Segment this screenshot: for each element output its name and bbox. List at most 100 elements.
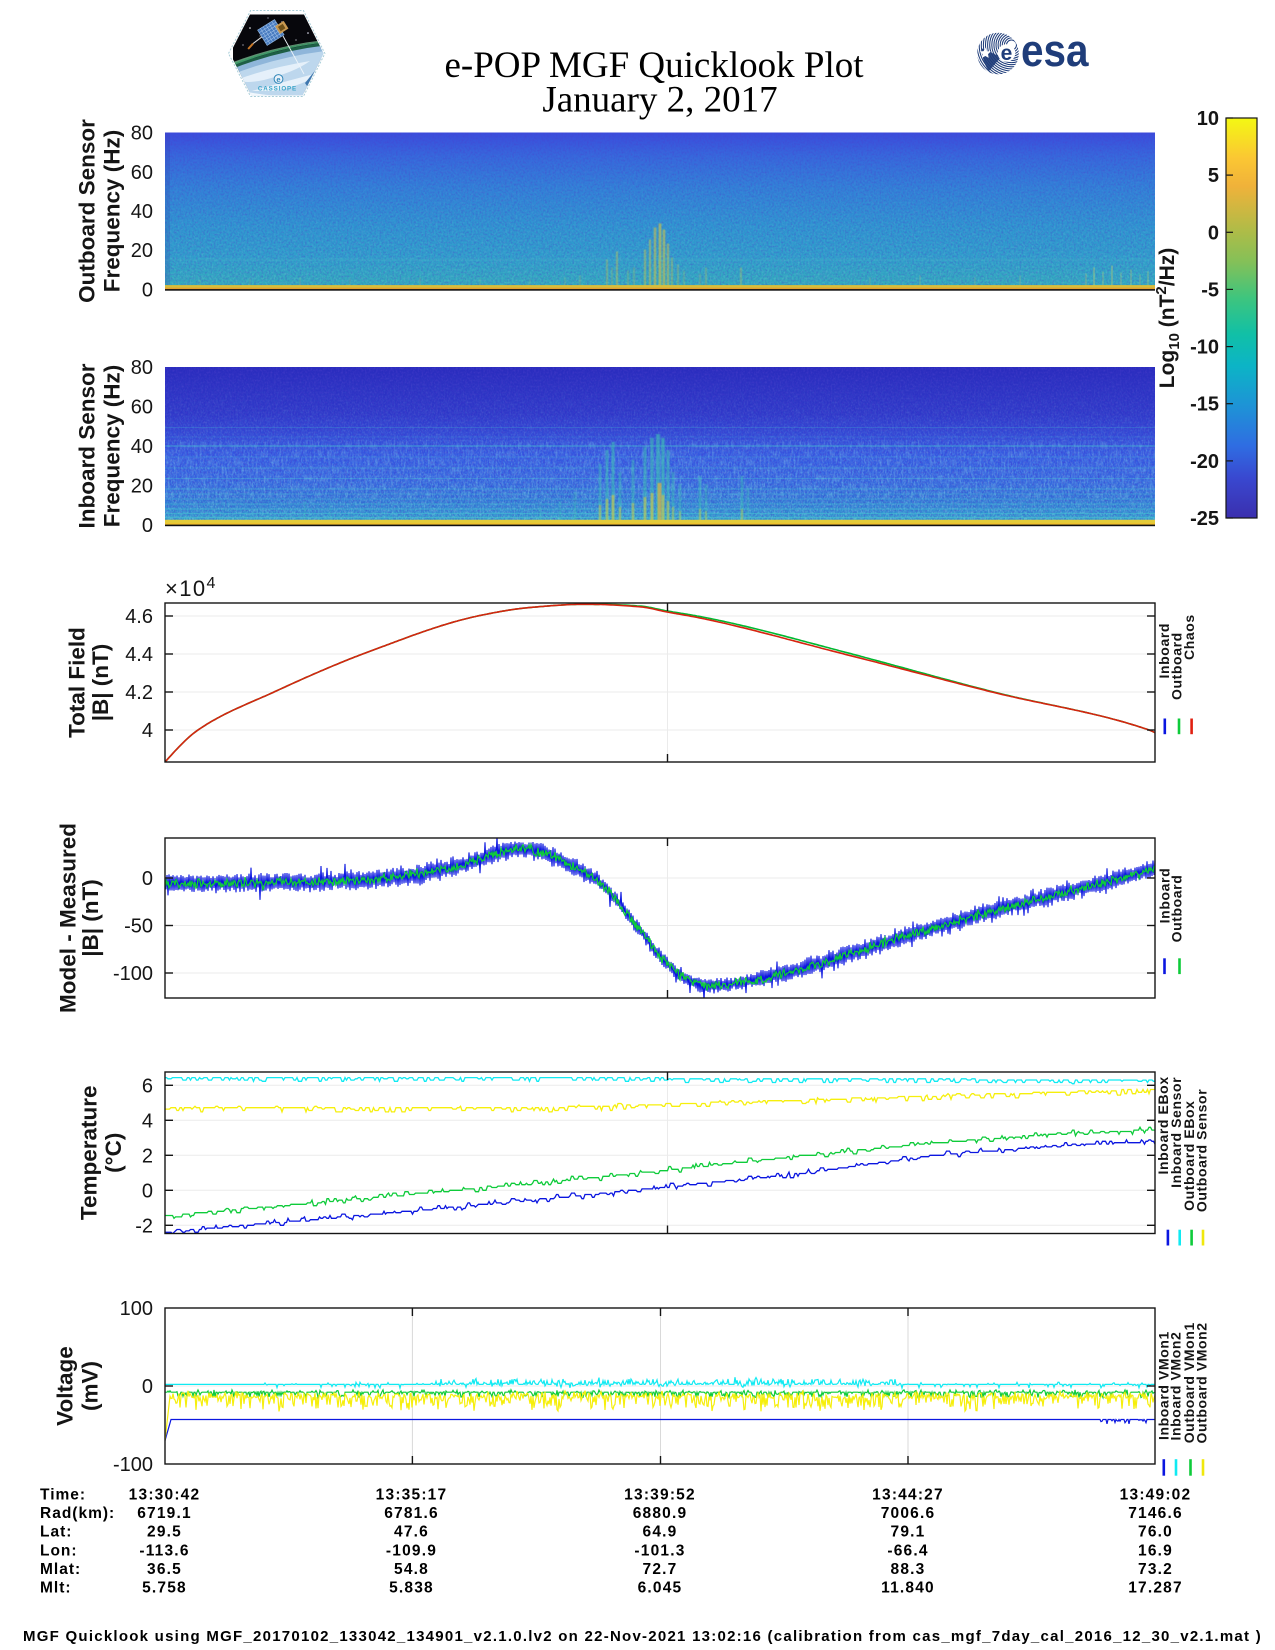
svg-text:Outboard VMon2: Outboard VMon2 <box>1194 1322 1210 1443</box>
svg-text:Inboard: Inboard <box>1156 623 1172 679</box>
svg-text:80: 80 <box>131 357 153 379</box>
svg-text:6781.6: 6781.6 <box>384 1505 439 1522</box>
svg-text:Temperature: Temperature <box>76 1085 101 1220</box>
svg-text:CASSIOPE: CASSIOPE <box>258 86 297 93</box>
svg-text:Lon:: Lon: <box>40 1542 78 1559</box>
svg-text:-25: -25 <box>1190 508 1219 530</box>
svg-text:Outboard EBox: Outboard EBox <box>1181 1100 1197 1210</box>
svg-text:Inboard Sensor: Inboard Sensor <box>1168 1077 1184 1188</box>
svg-text:6.045: 6.045 <box>638 1580 683 1597</box>
svg-text:Total Field: Total Field <box>64 627 89 738</box>
svg-text:5.758: 5.758 <box>142 1580 187 1597</box>
svg-text:76.0: 76.0 <box>1138 1524 1173 1541</box>
svg-text:16.9: 16.9 <box>1138 1542 1173 1559</box>
svg-text:7146.6: 7146.6 <box>1128 1505 1183 1522</box>
svg-text:-100: -100 <box>113 1454 153 1476</box>
svg-text:Model - Measured: Model - Measured <box>55 823 80 1013</box>
svg-text:-5: -5 <box>1201 279 1219 301</box>
svg-text:0: 0 <box>1208 222 1219 244</box>
svg-text:88.3: 88.3 <box>891 1561 926 1578</box>
svg-text:0: 0 <box>142 868 153 890</box>
svg-text:10: 10 <box>1197 108 1219 130</box>
svg-text:January 2, 2017: January 2, 2017 <box>542 80 777 121</box>
svg-text:0: 0 <box>142 1180 153 1202</box>
svg-text:|B| (nT): |B| (nT) <box>88 644 113 722</box>
svg-text:20: 20 <box>131 240 153 262</box>
svg-text:e: e <box>1001 42 1013 65</box>
svg-text:4.2: 4.2 <box>125 682 153 704</box>
svg-text:Inboard VMon1: Inboard VMon1 <box>1155 1331 1171 1440</box>
svg-text:47.6: 47.6 <box>394 1524 429 1541</box>
svg-text:(°C): (°C) <box>101 1133 126 1173</box>
svg-text:-113.6: -113.6 <box>139 1542 189 1559</box>
svg-text:Lat:: Lat: <box>40 1524 72 1541</box>
svg-text:Inboard: Inboard <box>1156 868 1172 924</box>
svg-text:-10: -10 <box>1190 337 1219 359</box>
svg-text:e: e <box>276 75 280 84</box>
svg-text:Outboard Sensor: Outboard Sensor <box>74 119 99 303</box>
svg-text:0: 0 <box>142 515 153 537</box>
svg-text:Outboard VMon1: Outboard VMon1 <box>1181 1322 1197 1443</box>
svg-text:Mlt:: Mlt: <box>40 1580 72 1597</box>
svg-text:73.2: 73.2 <box>1138 1561 1173 1578</box>
svg-text:40: 40 <box>131 436 153 458</box>
svg-text:Chaos: Chaos <box>1181 614 1197 660</box>
svg-text:4: 4 <box>142 1110 153 1132</box>
svg-text:54.8: 54.8 <box>394 1561 429 1578</box>
svg-text:-109.9: -109.9 <box>386 1542 437 1559</box>
svg-text:Outboard: Outboard <box>1169 632 1185 700</box>
svg-text:100: 100 <box>120 1298 153 1320</box>
svg-text:-2: -2 <box>135 1215 153 1237</box>
svg-text:60: 60 <box>131 162 153 184</box>
svg-text:-50: -50 <box>124 916 153 938</box>
svg-text:40: 40 <box>131 201 153 223</box>
svg-text:13:35:17: 13:35:17 <box>376 1487 448 1504</box>
svg-text:-100: -100 <box>113 963 153 985</box>
svg-text:Frequency (Hz): Frequency (Hz) <box>99 365 124 528</box>
svg-text:5: 5 <box>1208 165 1219 187</box>
svg-text:0: 0 <box>142 279 153 301</box>
svg-text:79.1: 79.1 <box>891 1524 926 1541</box>
svg-text:72.7: 72.7 <box>643 1561 678 1578</box>
svg-text:Time:: Time: <box>40 1487 86 1504</box>
svg-text:5.838: 5.838 <box>389 1580 434 1597</box>
svg-text:60: 60 <box>131 397 153 419</box>
svg-text:-15: -15 <box>1190 394 1219 416</box>
svg-text:13:30:42: 13:30:42 <box>129 1487 201 1504</box>
svg-text:esa: esa <box>1021 25 1089 76</box>
svg-text:6880.9: 6880.9 <box>633 1505 688 1522</box>
svg-text:Mlat:: Mlat: <box>40 1561 81 1578</box>
svg-text:4.6: 4.6 <box>125 606 153 628</box>
svg-text:Frequency (Hz): Frequency (Hz) <box>99 130 124 293</box>
svg-text:7006.6: 7006.6 <box>881 1505 936 1522</box>
svg-text:Inboard EBox: Inboard EBox <box>1155 1076 1171 1174</box>
svg-text:2: 2 <box>142 1145 153 1167</box>
svg-text:-20: -20 <box>1190 451 1219 473</box>
svg-text:80: 80 <box>131 123 153 145</box>
svg-text:4: 4 <box>142 720 153 742</box>
svg-text:Rad(km):: Rad(km): <box>40 1505 115 1522</box>
svg-text:MGF Quicklook using MGF_201701: MGF Quicklook using MGF_20170102_133042_… <box>23 1628 1262 1645</box>
svg-text:6: 6 <box>142 1075 153 1097</box>
svg-text:13:49:02: 13:49:02 <box>1120 1487 1192 1504</box>
svg-text:Outboard Sensor: Outboard Sensor <box>1193 1089 1209 1212</box>
svg-text:36.5: 36.5 <box>147 1561 182 1578</box>
svg-text:|B| (nT): |B| (nT) <box>78 879 103 957</box>
svg-text:11.840: 11.840 <box>881 1580 935 1597</box>
svg-text:20: 20 <box>131 476 153 498</box>
svg-text:13:44:27: 13:44:27 <box>872 1487 944 1504</box>
svg-text:Inboard Sensor: Inboard Sensor <box>74 363 99 528</box>
svg-text:Outboard: Outboard <box>1168 875 1184 943</box>
svg-text:6719.1: 6719.1 <box>137 1505 192 1522</box>
svg-text:-66.4: -66.4 <box>887 1542 928 1559</box>
svg-text:17.287: 17.287 <box>1128 1580 1183 1597</box>
svg-text:29.5: 29.5 <box>147 1524 182 1541</box>
svg-text:Voltage: Voltage <box>52 1346 77 1426</box>
svg-text:(mV): (mV) <box>77 1361 102 1411</box>
svg-text:4.4: 4.4 <box>125 644 153 666</box>
svg-text:Log10 (nT2/Hz): Log10 (nT2/Hz) <box>1153 248 1183 389</box>
svg-text:0: 0 <box>142 1376 153 1398</box>
svg-text:×104: ×104 <box>165 575 217 601</box>
svg-text:Inboard VMon2: Inboard VMon2 <box>1168 1332 1184 1441</box>
svg-text:64.9: 64.9 <box>643 1524 678 1541</box>
